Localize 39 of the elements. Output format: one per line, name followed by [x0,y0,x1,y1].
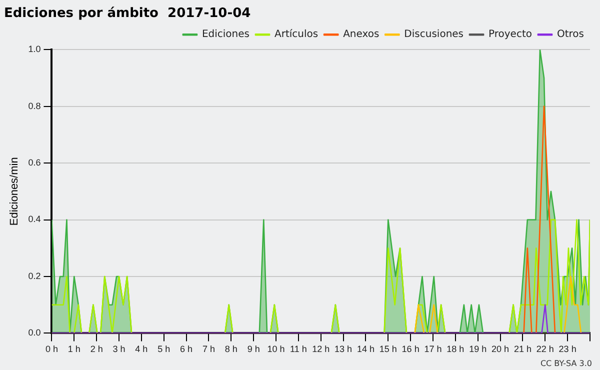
y-tick-label: 1.0 [28,44,41,54]
x-tick-label: 10 h [267,344,285,354]
x-tick-label: 7 h [202,344,215,354]
y-tick-label: 0.0 [28,328,41,338]
x-tick-label: 5 h [158,344,170,354]
x-tick-label: 23 h [558,344,576,354]
chart-title: Ediciones por ámbito 2017-10-04 [4,6,251,22]
x-tick-label: 19 h [469,344,487,354]
x-tick-label: 22 h [536,344,554,354]
x-tick-label: 20 h [492,344,510,354]
legend-label: Proyecto [488,29,532,40]
x-tick-label: 14 h [356,344,374,354]
y-tick-label: 0.8 [28,100,41,111]
text: CC BY-SA 3.0 [540,359,592,368]
y-tick-label: 0.2 [28,270,41,281]
x-tick-label: 18 h [446,344,464,354]
legend-label: Otros [556,29,584,40]
y-axis-title: Ediciones/min [8,157,21,226]
x-tick-label: 11 h [290,344,307,354]
legend-label: Anexos [343,29,380,40]
x-tick-label: 3 h [112,344,126,354]
x-tick-label: 4 h [135,344,148,354]
y-tick-label: 0.6 [28,158,41,168]
legend-label: Artículos [274,29,318,40]
x-tick-label: 16 h [402,344,420,354]
x-tick-label: 21 h [514,344,532,354]
y-tick-label: 0.4 [28,214,41,224]
x-tick-label: 9 h [247,344,260,354]
x-tick-label: 1 h [68,344,80,354]
x-tick-label: 8 h [224,344,238,354]
x-tick-label: 17 h [424,344,442,354]
x-tick-label: 12 h [312,344,330,354]
x-tick-label: 15 h [379,344,397,354]
x-tick-label: 13 h [334,344,352,354]
legend-label: Discusiones [404,29,464,40]
x-tick-label: 0 h [45,344,58,354]
x-tick-label: 6 h [180,344,193,354]
x-tick-label: 2 h [90,344,103,354]
legend-label: Ediciones [202,29,250,40]
